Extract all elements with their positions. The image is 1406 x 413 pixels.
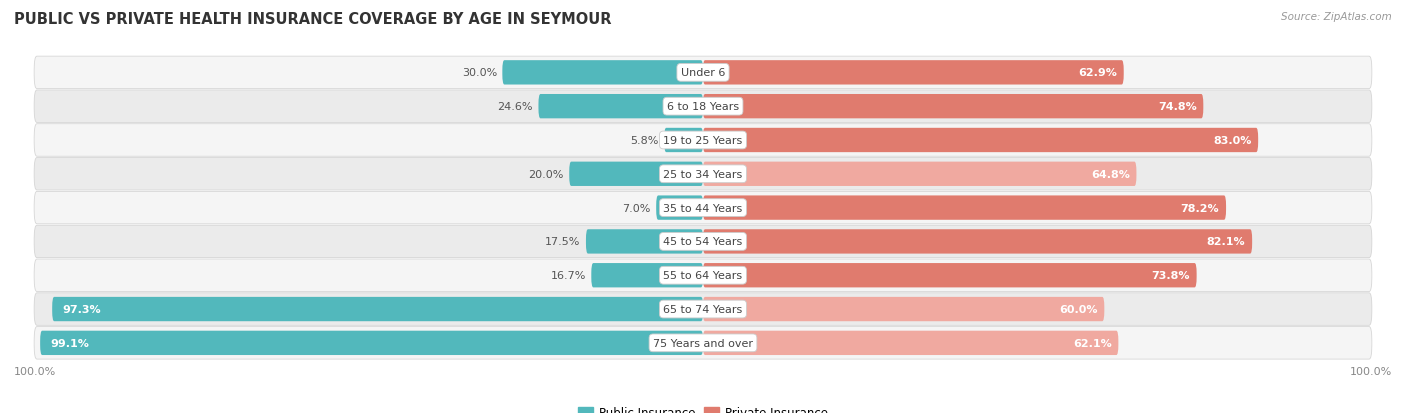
- FancyBboxPatch shape: [34, 293, 1372, 325]
- Text: 64.8%: 64.8%: [1091, 169, 1130, 179]
- Text: 45 to 54 Years: 45 to 54 Years: [664, 237, 742, 247]
- Text: 6 to 18 Years: 6 to 18 Years: [666, 102, 740, 112]
- Text: 83.0%: 83.0%: [1213, 135, 1251, 146]
- Text: 74.8%: 74.8%: [1159, 102, 1197, 112]
- FancyBboxPatch shape: [703, 196, 1226, 220]
- Text: Under 6: Under 6: [681, 68, 725, 78]
- Text: 100.0%: 100.0%: [1350, 366, 1392, 376]
- FancyBboxPatch shape: [34, 158, 1372, 190]
- FancyBboxPatch shape: [34, 225, 1372, 258]
- FancyBboxPatch shape: [703, 230, 1253, 254]
- FancyBboxPatch shape: [703, 95, 1204, 119]
- FancyBboxPatch shape: [703, 61, 1123, 85]
- Text: 19 to 25 Years: 19 to 25 Years: [664, 135, 742, 146]
- Legend: Public Insurance, Private Insurance: Public Insurance, Private Insurance: [574, 401, 832, 413]
- Text: 20.0%: 20.0%: [529, 169, 564, 179]
- Text: PUBLIC VS PRIVATE HEALTH INSURANCE COVERAGE BY AGE IN SEYMOUR: PUBLIC VS PRIVATE HEALTH INSURANCE COVER…: [14, 12, 612, 27]
- Text: 25 to 34 Years: 25 to 34 Years: [664, 169, 742, 179]
- FancyBboxPatch shape: [34, 57, 1372, 89]
- FancyBboxPatch shape: [34, 91, 1372, 123]
- FancyBboxPatch shape: [664, 128, 703, 153]
- Text: 30.0%: 30.0%: [461, 68, 496, 78]
- FancyBboxPatch shape: [34, 259, 1372, 292]
- Text: 35 to 44 Years: 35 to 44 Years: [664, 203, 742, 213]
- Text: Source: ZipAtlas.com: Source: ZipAtlas.com: [1281, 12, 1392, 22]
- Text: 100.0%: 100.0%: [14, 366, 56, 376]
- Text: 62.9%: 62.9%: [1078, 68, 1116, 78]
- Text: 55 to 64 Years: 55 to 64 Years: [664, 271, 742, 280]
- FancyBboxPatch shape: [34, 192, 1372, 224]
- FancyBboxPatch shape: [586, 230, 703, 254]
- Text: 7.0%: 7.0%: [623, 203, 651, 213]
- Text: 65 to 74 Years: 65 to 74 Years: [664, 304, 742, 314]
- Text: 73.8%: 73.8%: [1152, 271, 1189, 280]
- FancyBboxPatch shape: [592, 263, 703, 288]
- Text: 60.0%: 60.0%: [1059, 304, 1098, 314]
- FancyBboxPatch shape: [703, 331, 1118, 355]
- FancyBboxPatch shape: [703, 263, 1197, 288]
- Text: 82.1%: 82.1%: [1206, 237, 1246, 247]
- Text: 24.6%: 24.6%: [498, 102, 533, 112]
- FancyBboxPatch shape: [569, 162, 703, 187]
- Text: 78.2%: 78.2%: [1181, 203, 1219, 213]
- FancyBboxPatch shape: [502, 61, 703, 85]
- Text: 62.1%: 62.1%: [1073, 338, 1112, 348]
- FancyBboxPatch shape: [538, 95, 703, 119]
- Text: 17.5%: 17.5%: [546, 237, 581, 247]
- FancyBboxPatch shape: [703, 128, 1258, 153]
- FancyBboxPatch shape: [703, 297, 1104, 321]
- FancyBboxPatch shape: [41, 331, 703, 355]
- FancyBboxPatch shape: [657, 196, 703, 220]
- FancyBboxPatch shape: [34, 327, 1372, 359]
- FancyBboxPatch shape: [703, 162, 1136, 187]
- Text: 75 Years and over: 75 Years and over: [652, 338, 754, 348]
- Text: 16.7%: 16.7%: [551, 271, 586, 280]
- Text: 97.3%: 97.3%: [62, 304, 101, 314]
- FancyBboxPatch shape: [34, 124, 1372, 157]
- Text: 99.1%: 99.1%: [51, 338, 89, 348]
- FancyBboxPatch shape: [52, 297, 703, 321]
- Text: 5.8%: 5.8%: [630, 135, 659, 146]
